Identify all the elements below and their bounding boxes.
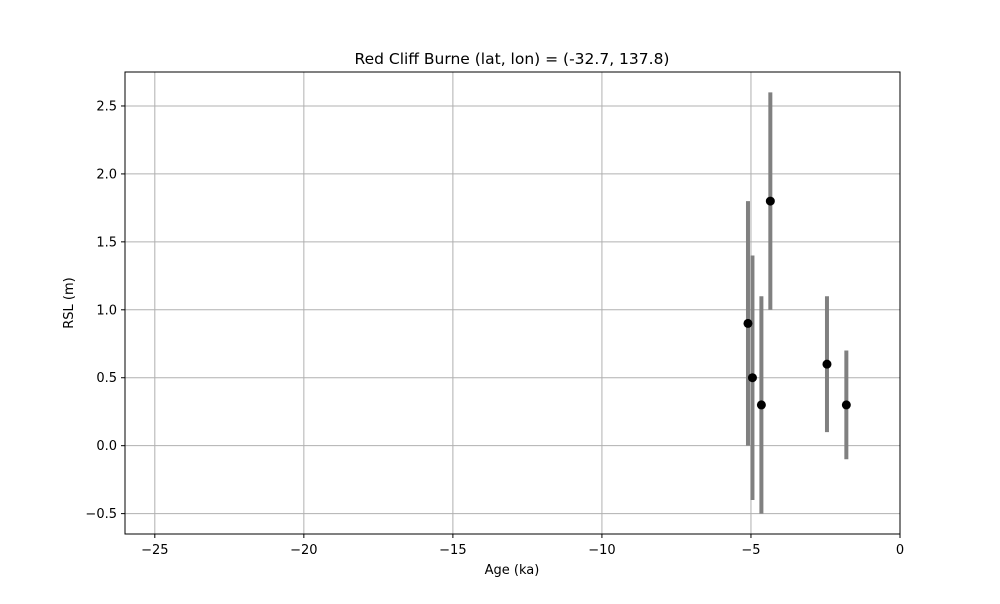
- y-axis-label: RSL (m): [62, 277, 77, 328]
- y-tick-label: 2.0: [96, 167, 117, 182]
- x-tick-label: −20: [290, 543, 317, 558]
- x-tick-label: 0: [896, 543, 904, 558]
- data-point: [747, 373, 757, 383]
- x-tick-label: −10: [588, 543, 615, 558]
- error-bars: [745, 92, 849, 514]
- chart-title: Red Cliff Burne (lat, lon) = (-32.7, 137…: [355, 50, 670, 68]
- grid: [125, 72, 901, 534]
- y-tick-label: 1.5: [96, 235, 117, 250]
- data-point: [756, 400, 766, 410]
- y-tick-label: −0.5: [85, 507, 117, 522]
- y-axis-ticks: −0.5 0.0 0.5 1.0 1.5 2.0 2.5: [85, 99, 125, 522]
- x-tick-label: −5: [741, 543, 760, 558]
- x-axis-label: Age (ka): [485, 563, 540, 578]
- y-tick-label: 0.5: [96, 371, 117, 386]
- plot-frame: [124, 71, 901, 535]
- data-points: [743, 196, 851, 410]
- x-tick-label: −15: [439, 543, 466, 558]
- data-point: [743, 318, 753, 328]
- y-tick-label: 1.0: [96, 303, 117, 318]
- y-tick-label: 2.5: [96, 99, 117, 114]
- x-axis-ticks: −25 −20 −15 −10 −5 0: [141, 534, 904, 558]
- y-tick-label: 0.0: [96, 439, 117, 454]
- data-point: [822, 359, 832, 369]
- data-point: [841, 400, 851, 410]
- data-point: [765, 196, 775, 206]
- x-tick-label: −25: [141, 543, 168, 558]
